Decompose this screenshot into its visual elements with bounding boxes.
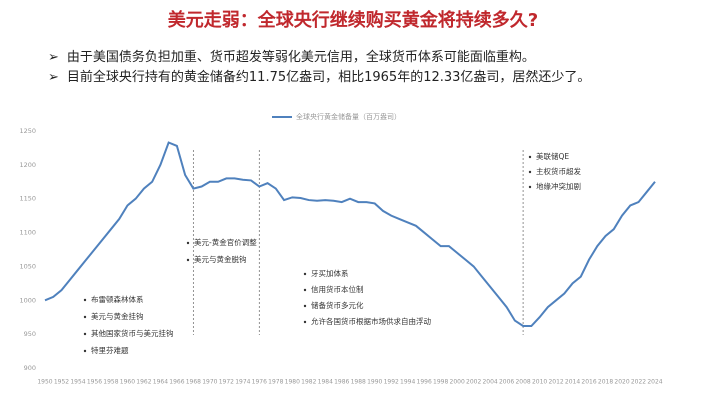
x-tick-label: 2012 (548, 379, 563, 386)
annotation-bullet (186, 258, 190, 262)
x-tick-label: 2016 (581, 379, 596, 386)
annotation-text: 美元与黄金挂钩 (91, 311, 144, 321)
annotation-text: 允许各国货币根据市场供求自由浮动 (311, 316, 431, 326)
x-tick-label: 1972 (219, 379, 234, 386)
annotation-text: 地缘冲突加剧 (536, 181, 581, 191)
annotation-text: 美联储QE (536, 151, 569, 161)
x-tick-label: 2008 (515, 379, 530, 386)
x-tick-label: 1960 (120, 379, 135, 386)
x-tick-label: 1998 (433, 379, 448, 386)
x-tick-label: 1964 (153, 379, 168, 386)
annotation-bullet (83, 349, 87, 353)
annotation-text: 信用货币本位制 (311, 284, 364, 294)
x-tick-label: 1986 (334, 379, 349, 386)
annotation-bullet (83, 298, 87, 302)
annotation-bullet (528, 185, 532, 189)
x-tick-label: 1984 (318, 379, 333, 386)
x-tick-label: 2004 (482, 379, 497, 386)
x-tick-label: 2006 (499, 379, 514, 386)
x-tick-label: 1962 (136, 379, 151, 386)
x-tick-label: 1966 (169, 379, 184, 386)
bullet: ➢ 由于美国债务负担加重、货币超发等弱化美元信用，全球货币体系可能面临重构。 (48, 50, 535, 65)
x-tick-label: 2018 (598, 379, 613, 386)
annotation-bullet (83, 315, 87, 319)
annotation-bullet (528, 155, 532, 159)
x-tick-label: 1954 (70, 379, 85, 386)
x-tick-label: 2000 (450, 379, 465, 386)
annotation-bullet (186, 241, 190, 245)
x-tick-label: 1982 (301, 379, 316, 386)
annotation-bullet (83, 332, 87, 336)
bullet-text: 由于美国债务负担加重、货币超发等弱化美元信用，全球货币体系可能面临重构。 (66, 50, 535, 65)
x-tick-label: 1978 (268, 379, 283, 386)
x-tick-label: 2022 (631, 379, 646, 386)
x-tick-label: 1994 (400, 379, 415, 386)
x-tick-label: 1980 (285, 379, 300, 386)
legend-label: 全球央行黄金储备量（百万盎司） (296, 112, 401, 121)
y-tick-label: 1250 (19, 127, 36, 135)
x-tick-label: 1956 (87, 379, 102, 386)
y-tick-label: 1100 (19, 229, 36, 237)
bullet: ➢ 目前全球央行持有的黄金储备约11.75亿盎司，相比1965年的12.33亿盎司… (48, 70, 591, 85)
x-tick-label: 1950 (37, 379, 52, 386)
x-tick-label: 1952 (54, 379, 69, 386)
x-tick-label: 1988 (351, 379, 366, 386)
annotation-text: 其他国家货币与美元挂钩 (91, 328, 174, 338)
annotation-bullet (303, 304, 307, 308)
y-tick-label: 1050 (19, 262, 36, 270)
y-tick-label: 900 (24, 364, 36, 372)
annotation-text: 美元与黄金脱钩 (194, 254, 247, 264)
annotation-bullet (303, 320, 307, 324)
data-line (44, 141, 656, 328)
annotation-bullet (528, 170, 532, 174)
annotation-bullet (303, 288, 307, 292)
y-tick-label: 1000 (19, 296, 36, 304)
x-tick-label: 1976 (252, 379, 267, 386)
x-tick-label: 2014 (565, 379, 580, 386)
x-tick-label: 1996 (417, 379, 432, 386)
y-tick-label: 1150 (19, 195, 36, 203)
slide-title: 美元走弱：全球央行继续购买黄金将持续多久? (167, 10, 539, 31)
bullet-text: 目前全球央行持有的黄金储备约11.75亿盎司，相比1965年的12.33亿盎司，… (66, 70, 591, 85)
x-tick-label: 1958 (103, 379, 118, 386)
annotation-text: 储备货币多元化 (311, 300, 364, 310)
x-tick-label: 1970 (202, 379, 217, 386)
x-tick-label: 1992 (384, 379, 399, 386)
x-tick-label: 1968 (186, 379, 201, 386)
x-tick-label: 2024 (647, 379, 662, 386)
y-tick-label: 950 (24, 330, 36, 338)
x-tick-label: 2010 (532, 379, 547, 386)
annotation-text: 牙买加体系 (311, 268, 349, 278)
annotation-text: 美元-黄金官价调整 (194, 237, 257, 247)
x-tick-label: 2020 (614, 379, 629, 386)
y-tick-label: 1200 (19, 161, 36, 169)
annotation-text: 特里芬难题 (91, 345, 129, 355)
x-tick-label: 2002 (466, 379, 481, 386)
annotation-bullet (303, 272, 307, 276)
x-tick-label: 1990 (367, 379, 382, 386)
annotation-text: 主权货币超发 (536, 166, 581, 176)
annotation-text: 布雷顿森林体系 (91, 294, 144, 304)
x-tick-label: 1974 (235, 379, 250, 386)
